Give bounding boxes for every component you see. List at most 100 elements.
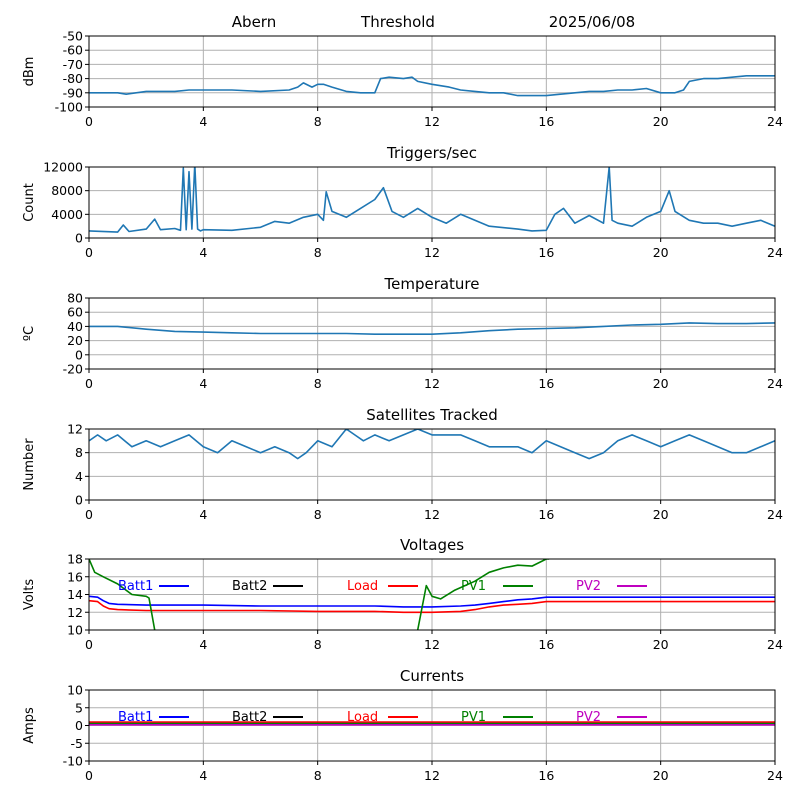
x-tick-label: 8 (314, 768, 322, 783)
y-tick-label: 14 (67, 587, 83, 602)
legend-label: Batt1 (118, 710, 153, 725)
x-tick-label: 20 (653, 507, 669, 522)
y-tick-label: 4000 (51, 207, 83, 222)
legend-label: Batt2 (232, 579, 267, 594)
legend-label: PV2 (576, 579, 601, 594)
series-line-batt1 (89, 595, 775, 608)
x-tick-label: 16 (538, 114, 554, 129)
y-tick-label: -60 (63, 43, 83, 58)
y-tick-label: 12 (67, 422, 83, 437)
x-tick-label: 24 (767, 114, 783, 129)
y-tick-label: -5 (71, 736, 83, 751)
chart-title: Currents (400, 667, 464, 685)
x-tick-label: 16 (538, 637, 554, 652)
chart-panel-4: 0 4 8 12 16 20 24 0 4 8 12 Satellites Tracked Number (22, 406, 783, 522)
x-tick-label: 4 (199, 637, 207, 652)
chart-panel-6: Batt1 Batt2 Load PV1 PV2 0 4 8 12 16 20 24 -10 -5 0 5 10… (22, 667, 783, 783)
x-tick-label: 0 (85, 245, 93, 260)
x-tick-label: 12 (424, 376, 440, 391)
report-date: 2025/06/08 (549, 13, 635, 31)
x-tick-label: 0 (85, 507, 93, 522)
y-tick-label: -10 (63, 754, 83, 769)
x-tick-label: 20 (653, 768, 669, 783)
y-tick-label: 0 (75, 231, 83, 246)
x-tick-label: 16 (538, 245, 554, 260)
legend-label: Batt2 (232, 710, 267, 725)
x-tick-label: 24 (767, 507, 783, 522)
x-tick-label: 0 (85, 376, 93, 391)
chart-panel-2: 0 4 8 12 16 20 24 0 4000 8000 12000 Triggers/sec Cou… (22, 144, 783, 260)
y-tick-label: -20 (63, 362, 83, 377)
y-tick-label: 12 (67, 605, 83, 620)
x-tick-label: 0 (85, 114, 93, 129)
x-tick-label: 20 (653, 637, 669, 652)
y-axis-label: Count (22, 183, 37, 222)
legend-label: PV2 (576, 710, 601, 725)
y-tick-label: 8000 (51, 183, 83, 198)
y-tick-label: 8 (75, 445, 83, 460)
legend-label: PV1 (461, 579, 486, 594)
y-tick-label: 10 (67, 683, 83, 698)
x-tick-label: 8 (314, 637, 322, 652)
y-axis-label: dBm (22, 57, 37, 87)
chart-title: Satellites Tracked (366, 406, 497, 424)
x-tick-label: 16 (538, 768, 554, 783)
x-tick-label: 12 (424, 114, 440, 129)
legend-label: Load (347, 710, 378, 725)
series-line-pv1 (89, 559, 550, 630)
y-axis-label: Amps (22, 707, 37, 744)
series-line (89, 322, 775, 336)
y-tick-label: 12000 (43, 160, 83, 175)
x-tick-label: 8 (314, 376, 322, 391)
station-name: Abern (232, 13, 276, 31)
y-tick-label: 40 (67, 319, 83, 334)
series-line (89, 167, 775, 233)
y-tick-label: -90 (63, 85, 83, 100)
x-tick-label: 24 (767, 768, 783, 783)
y-axis-label: Volts (22, 579, 37, 611)
x-tick-label: 4 (199, 768, 207, 783)
x-tick-label: 24 (767, 245, 783, 260)
x-tick-label: 20 (653, 245, 669, 260)
series-line (89, 75, 775, 97)
y-tick-label: 18 (67, 552, 83, 567)
y-tick-label: 20 (67, 333, 83, 348)
chart-title: Temperature (383, 275, 479, 293)
y-tick-label: -50 (63, 29, 83, 44)
y-tick-label: 0 (75, 347, 83, 362)
legend-label: Load (347, 579, 378, 594)
y-tick-label: 4 (75, 469, 83, 484)
x-tick-label: 12 (424, 245, 440, 260)
x-tick-label: 16 (538, 376, 554, 391)
y-tick-label: 0 (75, 493, 83, 508)
x-tick-label: 8 (314, 114, 322, 129)
x-tick-label: 8 (314, 245, 322, 260)
x-tick-label: 0 (85, 768, 93, 783)
x-tick-label: 4 (199, 376, 207, 391)
series-line (89, 429, 775, 460)
x-tick-label: 4 (199, 114, 207, 129)
y-tick-label: -100 (55, 100, 83, 115)
y-tick-label: -70 (63, 57, 83, 72)
x-tick-label: 20 (653, 376, 669, 391)
x-tick-label: 16 (538, 507, 554, 522)
figure-header: Abern Threshold 2025/06/08 (232, 13, 635, 31)
x-tick-label: 12 (424, 637, 440, 652)
chart-panel-1: 0 4 8 12 16 20 24 -100-90-80-70-60-50 dBm (22, 29, 783, 130)
y-tick-label: 80 (67, 291, 83, 306)
chart-title: Triggers/sec (386, 144, 477, 162)
series-line-load (89, 599, 775, 614)
y-tick-label: 60 (67, 305, 83, 320)
y-tick-label: 10 (67, 623, 83, 638)
y-tick-label: 16 (67, 569, 83, 584)
y-tick-label: 5 (75, 700, 83, 715)
x-tick-label: 0 (85, 637, 93, 652)
legend-label: PV1 (461, 710, 486, 725)
x-tick-label: 24 (767, 637, 783, 652)
x-tick-label: 12 (424, 507, 440, 522)
x-tick-label: 8 (314, 507, 322, 522)
chart-title: Voltages (400, 536, 464, 554)
x-tick-label: 12 (424, 768, 440, 783)
